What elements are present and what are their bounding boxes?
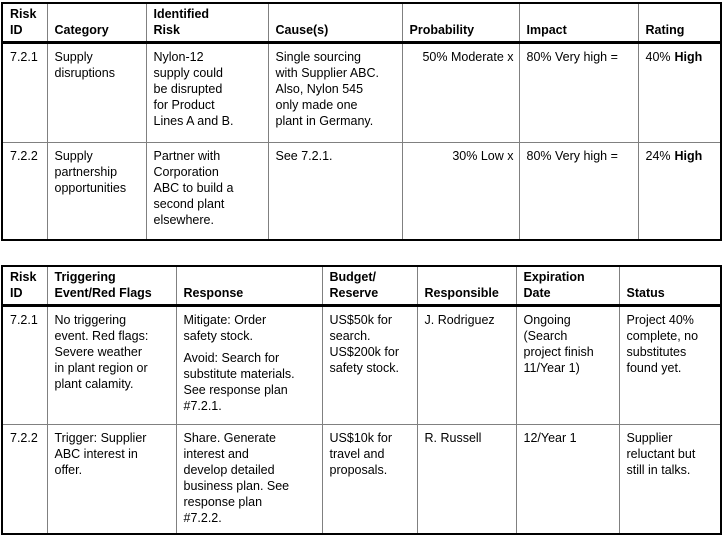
header-risk-id: Risk ID [1,2,48,44]
cell-causes: Single sourcing with Supplier ABC. Also,… [267,42,403,143]
table-row: 7.2.2 Trigger: Supplier ABC interest in … [1,423,722,535]
cell-category: Supply disruptions [46,42,147,143]
cell-triggering-event: No triggering event. Red flags: Severe w… [46,304,177,425]
cell-identified-risk: Nylon-12 supply could be disrupted for P… [145,42,269,143]
cell-status: Project 40% complete, no substitutes fou… [618,304,722,425]
header-category: Category [46,2,147,44]
table-row: 7.2.1 Supply disruptions Nylon-12 supply… [1,42,722,143]
header-response: Response [175,265,323,307]
cell-expiration-date: 12/Year 1 [515,423,620,535]
risk-response-header-row: Risk ID Triggering Event/Red Flags Respo… [1,265,722,307]
rating-value: 40% [645,50,671,64]
risk-response-table: Risk ID Triggering Event/Red Flags Respo… [1,264,722,535]
header-status: Status [618,265,722,307]
header-impact: Impact [518,2,639,44]
cell-response: Share. Generate interest and develop det… [175,423,323,535]
cell-triggering-event: Trigger: Supplier ABC interest in offer. [46,423,177,535]
header-probability: Probability [401,2,520,44]
cell-risk-id: 7.2.1 [1,304,48,425]
cell-risk-id: 7.2.1 [1,42,48,143]
cell-rating: 24% High [637,142,722,240]
header-expiration-date: Expiration Date [515,265,620,307]
risk-assessment-table: Risk ID Category Identified Risk Cause(s… [1,2,722,241]
cell-expiration-date: Ongoing (Search project finish 11/Year 1… [515,304,620,425]
risk-assessment-header-row: Risk ID Category Identified Risk Cause(s… [1,2,722,44]
cell-risk-id: 7.2.2 [1,142,48,240]
header-triggering-event: Triggering Event/Red Flags [46,265,177,307]
cell-causes: See 7.2.1. [267,142,403,240]
table-row: 7.2.1 No triggering event. Red flags: Se… [1,304,722,425]
cell-impact: 80% Very high = [518,42,639,143]
cell-budget-reserve: US$50k for search. US$200k for safety st… [321,304,418,425]
header-risk-id: Risk ID [1,265,48,307]
cell-probability: 30% Low x [401,142,520,240]
cell-responsible: J. Rodriguez [416,304,517,425]
cell-rating: 40% High [637,42,722,143]
rating-value: 24% [645,149,671,163]
cell-probability: 50% Moderate x [401,42,520,143]
cell-budget-reserve: US$10k for travel and proposals. [321,423,418,535]
rating-label: High [674,50,703,64]
header-rating: Rating [637,2,722,44]
cell-impact: 80% Very high = [518,142,639,240]
header-causes: Cause(s) [267,2,403,44]
cell-status: Supplier reluctant but still in talks. [618,423,722,535]
cell-category: Supply partnership opportunities [46,142,147,240]
response-paragraph: Mitigate: Order safety stock. [183,312,267,343]
cell-risk-id: 7.2.2 [1,423,48,535]
table-row: 7.2.2 Supply partnership opportunities P… [1,142,722,240]
cell-response: Mitigate: Order safety stock. Avoid: Sear… [175,304,323,425]
header-budget-reserve: Budget/ Reserve [321,265,418,307]
cell-identified-risk: Partner with Corporation ABC to build a … [145,142,269,240]
header-responsible: Responsible [416,265,517,307]
response-paragraph: Share. Generate interest and develop det… [183,430,290,525]
response-paragraph: Avoid: Search for substitute materials. … [183,350,295,413]
header-identified-risk: Identified Risk [145,2,269,44]
rating-label: High [674,149,703,163]
cell-responsible: R. Russell [416,423,517,535]
